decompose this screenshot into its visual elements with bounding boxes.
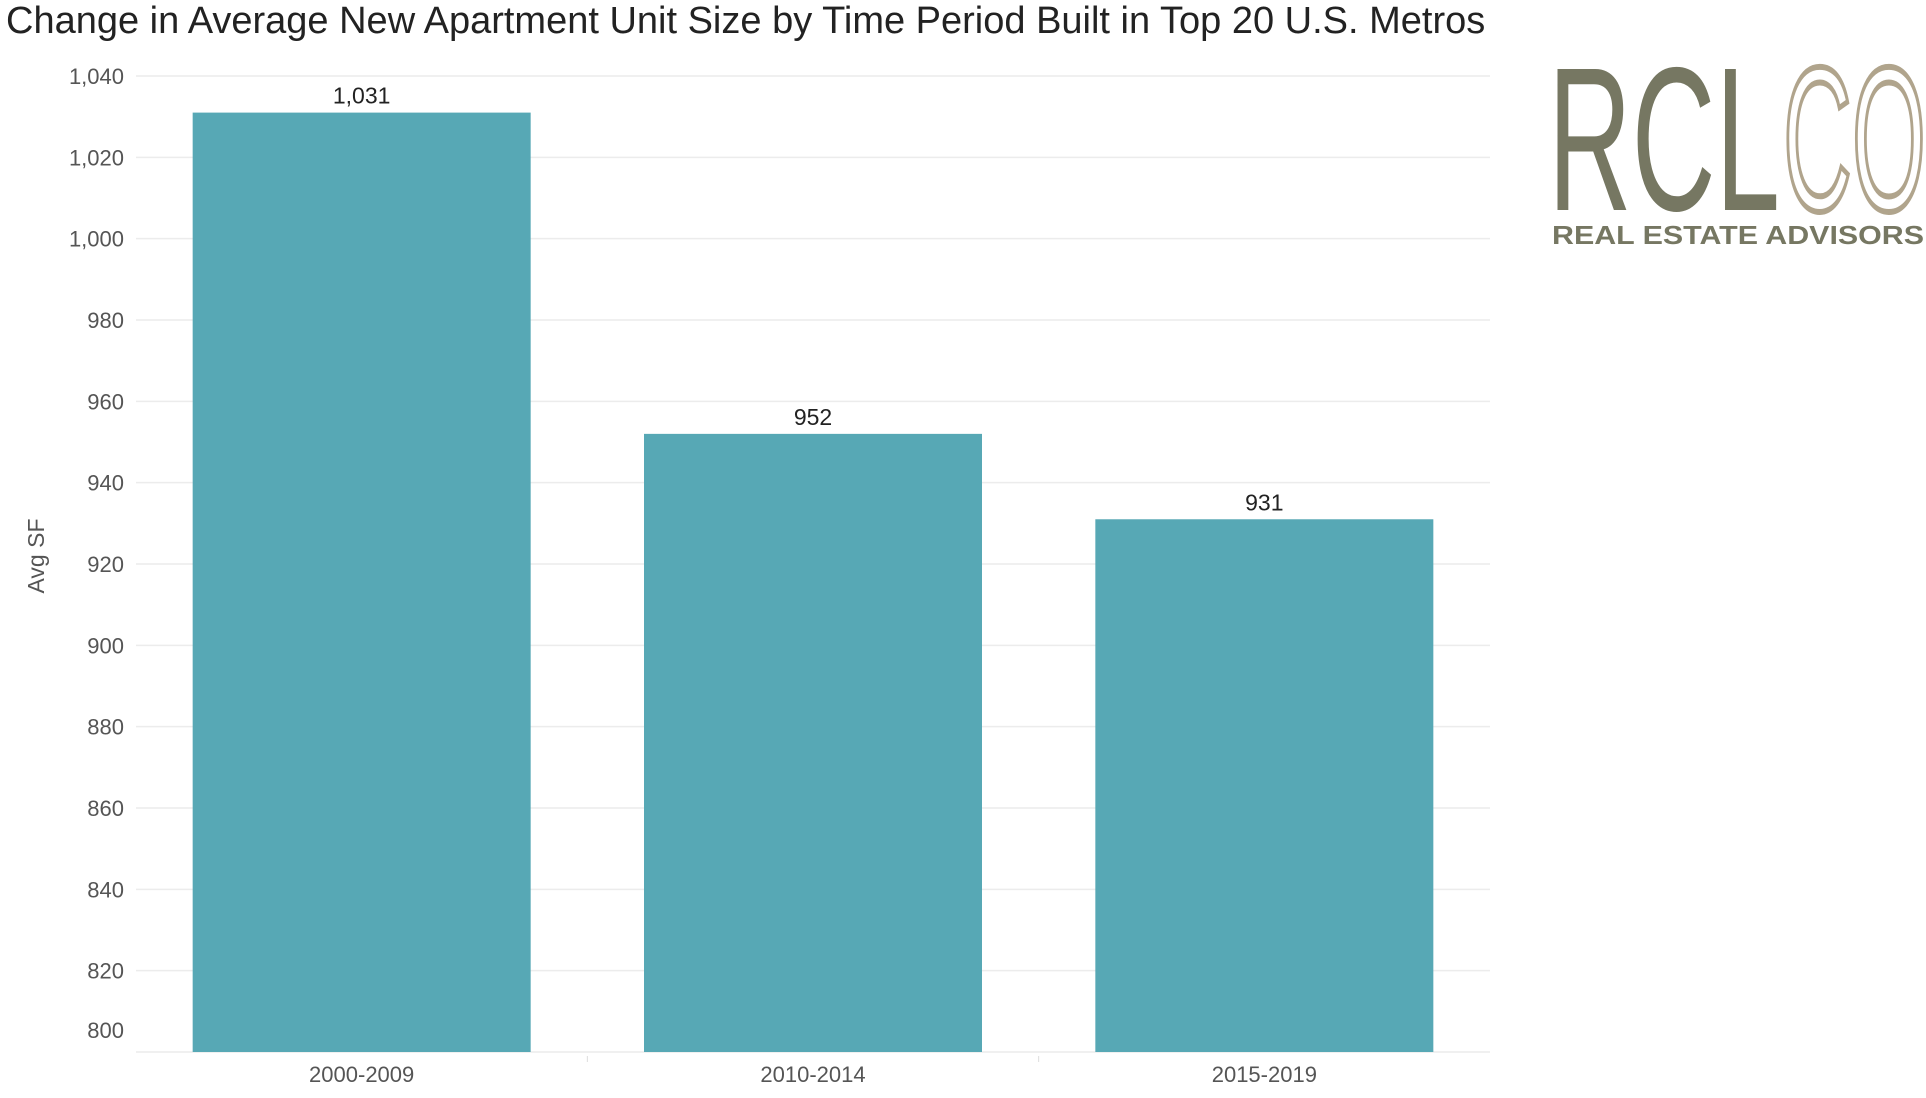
- y-tick-label: 800: [87, 1018, 124, 1043]
- y-tick-label: 960: [87, 389, 124, 414]
- y-tick-label: 900: [87, 633, 124, 658]
- data-label: 931: [1245, 489, 1283, 515]
- logo-letters-dark: RCL: [1548, 60, 1780, 254]
- y-tick-label: 920: [87, 552, 124, 577]
- y-tick-label: 940: [87, 471, 124, 496]
- bar-2000-2009: [192, 112, 531, 1053]
- y-axis-ticks: 800 820 840 860 880 900 920 940 960 980 1,000 1,020…: [69, 64, 124, 1043]
- x-tick-label: 2015-2019: [1212, 1062, 1317, 1087]
- chart-title: Change in Average New Apartment Unit Siz…: [6, 0, 1486, 42]
- y-tick-label: 880: [87, 715, 124, 740]
- y-tick-label: 840: [87, 877, 124, 902]
- x-tick-label: 2000-2009: [309, 1062, 414, 1087]
- y-tick-label: 1,020: [69, 145, 124, 170]
- y-tick-label: 1,000: [69, 227, 124, 252]
- bar-2010-2014: [644, 433, 982, 1052]
- y-tick-label: 860: [87, 796, 124, 821]
- y-tick-label: 980: [87, 308, 124, 333]
- logo-tagline: REAL ESTATE ADVISORS: [1552, 220, 1924, 250]
- bar-2015-2019: [1095, 519, 1434, 1052]
- y-tick-label: 1,040: [69, 64, 124, 89]
- y-tick-label: 820: [87, 959, 124, 984]
- y-axis-label: Avg SF: [23, 519, 49, 594]
- data-label: 952: [794, 404, 832, 430]
- data-labels: 1,031 952 931: [333, 83, 1284, 516]
- rclco-logo: RCL CO REAL ESTATE ADVISORS: [1548, 60, 1926, 257]
- x-axis-ticks: 2000-2009 2010-2014 2015-2019: [309, 1056, 1317, 1087]
- bars: [192, 112, 1434, 1053]
- logo-letters-light: CO: [1783, 60, 1926, 254]
- data-label: 1,031: [333, 83, 391, 109]
- x-tick-label: 2010-2014: [760, 1062, 865, 1087]
